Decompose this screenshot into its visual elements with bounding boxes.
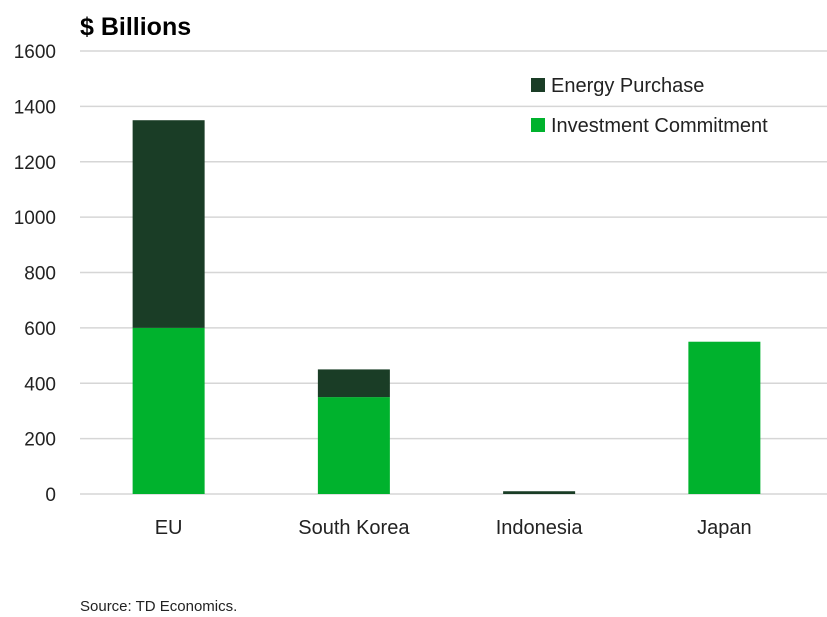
- source-note: Source: TD Economics.: [80, 598, 237, 615]
- x-axis-categories: EU South Korea Indonesia Japan: [155, 517, 752, 539]
- bar-investment-commitment: [317, 397, 390, 494]
- y-tick-label: 0: [45, 485, 56, 506]
- y-tick-label: 1200: [14, 153, 56, 174]
- bar-energy-purchase: [317, 369, 390, 398]
- y-tick-label: 1400: [14, 97, 56, 118]
- bar-investment-commitment: [132, 327, 205, 494]
- legend-label: Energy Purchase: [551, 75, 704, 97]
- x-category-label: Japan: [697, 517, 752, 539]
- x-category-label: South Korea: [298, 517, 410, 539]
- legend-label: Investment Commitment: [551, 115, 768, 137]
- chart-title: $ Billions: [80, 13, 191, 41]
- y-tick-label: 800: [24, 264, 56, 285]
- legend-swatch: [531, 118, 545, 132]
- bar-energy-purchase: [132, 120, 205, 328]
- y-tick-label: 200: [24, 430, 56, 451]
- bar-investment-commitment: [688, 341, 761, 494]
- y-tick-label: 600: [24, 319, 56, 340]
- y-tick-label: 400: [24, 374, 56, 395]
- bars: [132, 120, 761, 494]
- x-category-label: Indonesia: [496, 517, 584, 539]
- y-tick-label: 1000: [14, 208, 56, 229]
- x-category-label: EU: [155, 517, 183, 539]
- bar-energy-purchase: [503, 491, 576, 494]
- legend-swatch: [531, 78, 545, 92]
- y-axis-ticks: 0 200 400 600 800 1000 1200 1400 1600: [14, 42, 56, 506]
- y-tick-label: 1600: [14, 42, 56, 63]
- legend: Energy Purchase Investment Commitment: [531, 75, 768, 137]
